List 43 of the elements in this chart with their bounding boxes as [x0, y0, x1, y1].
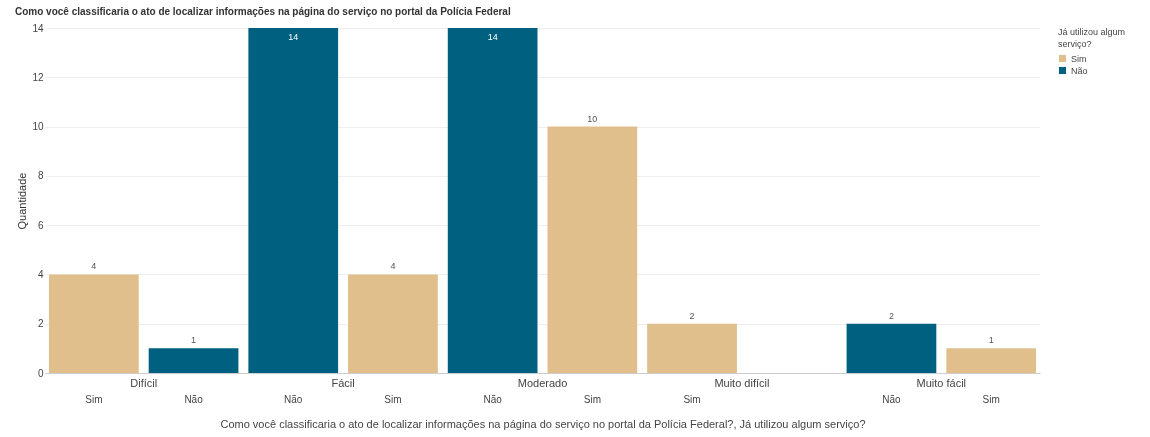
y-tick-label: 6 [37, 219, 44, 231]
bar [248, 28, 339, 373]
legend-title: Já utilizou algum serviço? [1058, 27, 1126, 49]
data-label: 4 [390, 261, 396, 272]
legend-label: Sim [1071, 53, 1087, 64]
y-tick-label: 2 [37, 318, 44, 330]
bar [348, 274, 438, 373]
data-label: 14 [487, 32, 498, 42]
y-tick-label: 8 [37, 170, 44, 182]
text: Sim [85, 394, 103, 405]
text: Sim [683, 394, 701, 405]
data-label: 2 [689, 310, 695, 321]
data-label: 4 [91, 261, 97, 272]
x-tick-label: Moderado [517, 376, 568, 389]
y-tick-label: 4 [37, 268, 44, 280]
bar [447, 28, 538, 373]
text: Sim [982, 394, 1000, 405]
y-tick-label: 10 [32, 121, 44, 133]
x-tick-label: Fácil [331, 376, 355, 389]
text: Sim [583, 394, 601, 405]
bar [946, 348, 1037, 373]
text: Não [882, 394, 901, 405]
legend-label: Não [1071, 65, 1088, 76]
y-tick-label: 0 [37, 367, 44, 379]
y-tick-label: 14 [32, 22, 44, 34]
text: Não [284, 394, 303, 405]
bar [547, 126, 638, 373]
data-label: 10 [587, 113, 598, 124]
x-tick-label: Muito fácil [916, 376, 967, 389]
text: Sim [384, 394, 402, 405]
x-tick-label: Difícil [130, 376, 158, 389]
text: Não [184, 394, 203, 405]
data-label: 14 [288, 32, 299, 42]
data-label: 2 [888, 310, 894, 321]
y-tick-label: 12 [32, 71, 44, 83]
text: Não [483, 394, 502, 405]
y-axis-title: Quantidade [16, 172, 29, 230]
data-label: 1 [191, 335, 197, 346]
bar [846, 323, 937, 373]
x-axis-title: Como você classificaria o ato de localizar informações na página do serviço no portal da Polícia Federal?, Já utilizou algum serviço? [220, 417, 866, 430]
chart-title: Como você classificaria o ato de localizar informações na página do serviço no portal da Polícia Federal [15, 6, 511, 17]
x-tick-label: Muito difícil [714, 376, 770, 389]
data-label: 1 [988, 335, 994, 346]
